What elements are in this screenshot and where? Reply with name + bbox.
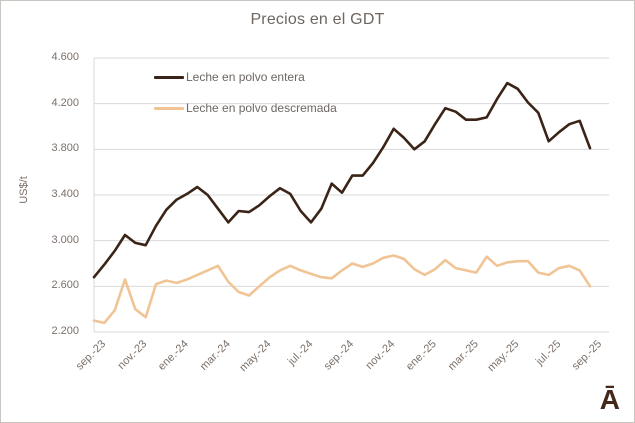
chart-title: Precios en el GDT [250,11,385,28]
legend-item-descremada: Leche en polvo descremada [154,100,337,116]
legend-label-entera: Leche en polvo entera [186,70,305,84]
legend-item-entera: Leche en polvo entera [154,69,337,85]
legend-label-descremada: Leche en polvo descremada [186,101,337,115]
y-tick-label: 3.000 [51,233,79,246]
y-tick-label: 2.600 [51,279,79,292]
y-tick-label: 2.200 [51,325,79,337]
y-tick-label: 3.800 [51,142,79,155]
brand-logo: Ā [599,384,620,415]
series-line-descremada [92,254,592,325]
legend: Leche en polvo entera Leche en polvo des… [154,69,337,131]
series-lines [92,81,592,325]
y-tick-label: 4.600 [51,51,79,63]
y-tick-label: 3.400 [51,188,79,200]
descremada-line-swatch-icon [154,106,184,110]
gridlines [93,57,609,333]
series-line-entera [92,81,592,279]
y-tick-label: 4.200 [51,96,79,109]
entera-line-swatch-icon [154,75,184,79]
